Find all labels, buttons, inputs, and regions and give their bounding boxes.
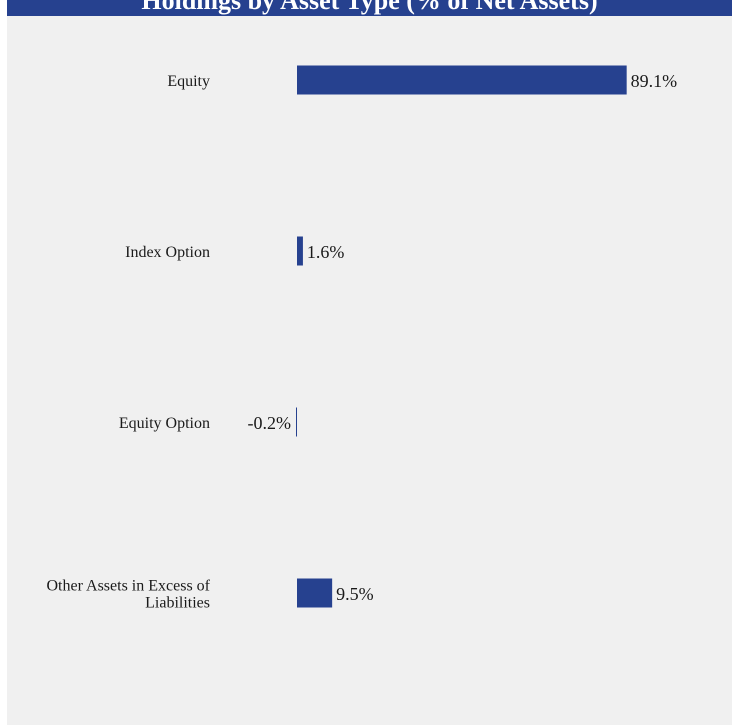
chart-header: Holdings by Asset Type (% of Net Assets) — [7, 0, 732, 16]
value-label-2: -0.2% — [248, 413, 292, 433]
bar-0 — [297, 65, 627, 95]
category-label-2: Equity Option — [119, 415, 210, 432]
category-label-3-line-0: Other Assets in Excess of — [46, 578, 210, 595]
chart-title: Holdings by Asset Type (% of Net Assets) — [141, 0, 598, 15]
bar-2 — [296, 407, 297, 437]
category-label-3-line-1: Liabilities — [145, 595, 210, 612]
bar-1 — [297, 236, 303, 266]
category-label-0: Equity — [167, 73, 210, 90]
value-label-1: 1.6% — [307, 242, 345, 262]
value-label-0: 89.1% — [631, 71, 678, 91]
chart-panel — [7, 0, 732, 725]
value-label-3: 9.5% — [336, 584, 374, 604]
bar-3 — [297, 578, 333, 608]
category-label-1: Index Option — [125, 244, 210, 261]
